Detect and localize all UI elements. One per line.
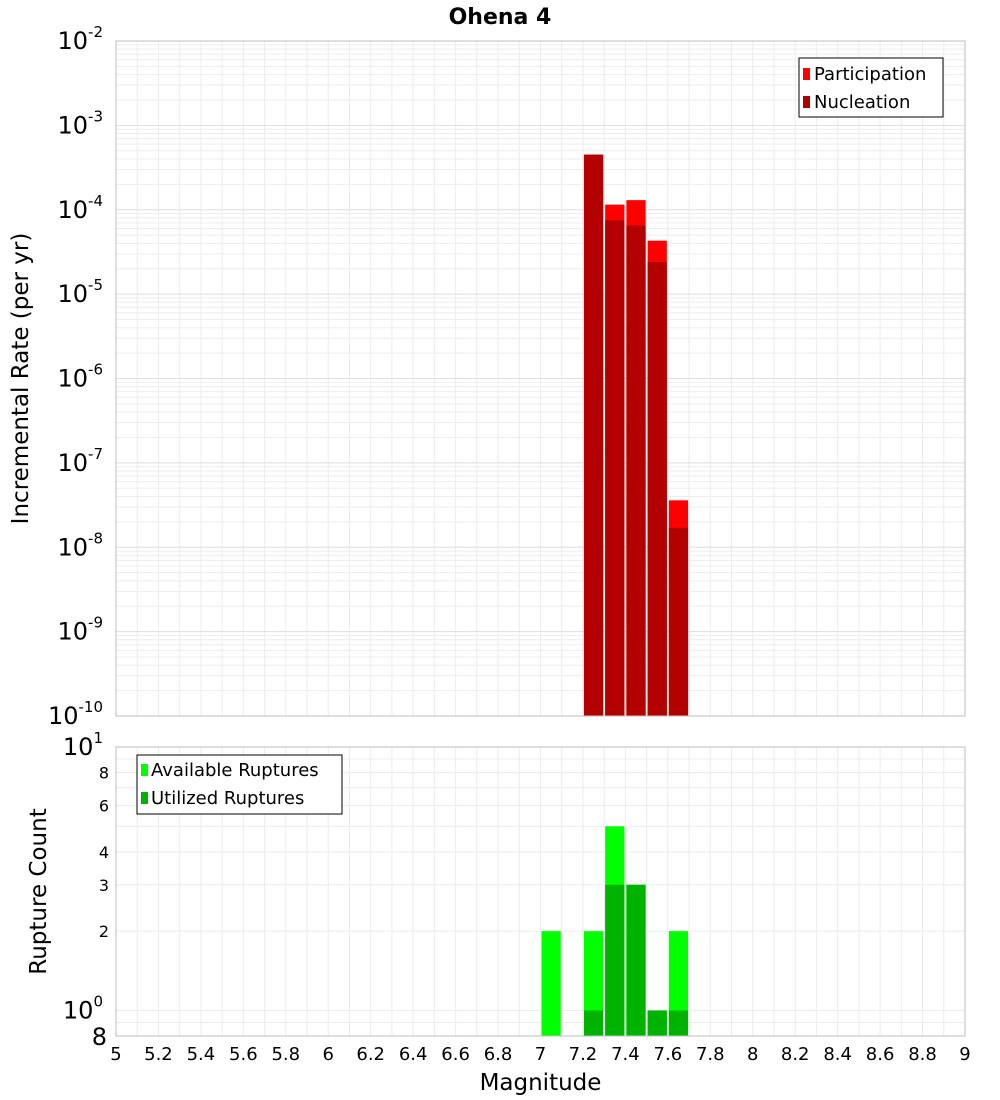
- x-tick-label: 5.8: [271, 1044, 300, 1065]
- x-tick-label: 7.2: [569, 1044, 598, 1065]
- y-tick-base: 10: [57, 618, 88, 646]
- y-tick-label: 10-10: [48, 698, 103, 730]
- legend-label-utilized-ruptures: Utilized Ruptures: [151, 788, 304, 809]
- y-tick-base: 10: [48, 702, 79, 730]
- y-tick-label: 4: [99, 843, 109, 862]
- bar-utilized-ruptures: [583, 1010, 604, 1036]
- y-tick-base: 10: [57, 449, 88, 477]
- x-tick-label: 8.2: [781, 1044, 810, 1065]
- y-tick-exponent: 0: [93, 992, 103, 1010]
- y-tick-label: 3: [99, 876, 109, 895]
- y-tick-base: 10: [57, 111, 88, 139]
- x-tick-label: 7: [535, 1044, 546, 1065]
- bar-nucleation: [626, 225, 646, 716]
- x-tick-label: 6.2: [356, 1044, 385, 1065]
- y-tick-label: 10-8: [57, 529, 103, 561]
- x-tick-label: 7.6: [654, 1044, 683, 1065]
- x-tick-label: 5.6: [229, 1044, 258, 1065]
- top-panel: 10-210-310-410-510-610-710-810-910-10Par…: [48, 23, 966, 730]
- y-tick-base: 10: [57, 27, 88, 55]
- y-tick-base: 10: [57, 280, 88, 308]
- x-tick-label: 5: [110, 1044, 121, 1065]
- bar-utilized-ruptures: [647, 1010, 667, 1036]
- y-tick-label: 2: [99, 922, 109, 941]
- legend-label-nucleation: Nucleation: [814, 92, 910, 113]
- legend-label-available-ruptures: Available Ruptures: [151, 760, 319, 781]
- y-tick-label: 10-4: [57, 192, 103, 224]
- x-tick-label: 6: [323, 1044, 334, 1065]
- y-tick-exponent: -2: [88, 23, 103, 41]
- legend-frame: [798, 57, 944, 118]
- chart-title: Ohena 4: [449, 5, 552, 30]
- x-tick-label: 6.4: [399, 1044, 428, 1065]
- y-tick-exponent: -9: [88, 614, 103, 632]
- x-tick-label: 8: [747, 1044, 758, 1065]
- legend-top: Participation Nucleation: [798, 57, 944, 118]
- bar-utilized-ruptures: [605, 884, 625, 1036]
- y-tick-exponent: -8: [88, 529, 103, 547]
- series-nucleation: [583, 154, 689, 717]
- y-tick-label: 10-2: [57, 23, 103, 55]
- y-tick-label: 6: [99, 796, 109, 815]
- y-tick-label: 8: [92, 1023, 107, 1051]
- y-axis-title-rate: Incremental Rate (per yr): [8, 233, 34, 525]
- y-tick-exponent: -6: [88, 361, 103, 379]
- y-tick-base: 10: [63, 733, 94, 761]
- y-tick-base: 10: [57, 196, 88, 224]
- bar-utilized-ruptures: [668, 1010, 689, 1036]
- x-tick-label: 7.4: [611, 1044, 640, 1065]
- bar-available-ruptures: [668, 931, 689, 1036]
- y-tick-base: 10: [57, 365, 88, 393]
- y-tick-exponent: 1: [93, 729, 103, 747]
- y-tick-label: 8: [99, 764, 109, 783]
- bar-available-ruptures: [583, 931, 604, 1036]
- y-tick-label: 10-9: [57, 614, 103, 646]
- y-tick-label: 10-3: [57, 107, 103, 139]
- x-tick-label: 6.6: [441, 1044, 470, 1065]
- legend-swatch-utilized-ruptures: [141, 792, 148, 804]
- y-tick-exponent: -10: [79, 698, 104, 716]
- legend-swatch-available-ruptures: [141, 764, 148, 776]
- legend-bottom: Available Ruptures Utilized Ruptures: [136, 754, 343, 815]
- legend-swatch-participation: [803, 68, 810, 80]
- bar-nucleation: [647, 262, 667, 716]
- y-tick-label: 101: [63, 729, 103, 761]
- legend-swatch-nucleation: [803, 96, 810, 108]
- y-tick-exponent: -5: [88, 276, 103, 294]
- bar-nucleation: [605, 220, 625, 717]
- y-tick-label: 100: [63, 992, 103, 1024]
- bar-nucleation: [583, 154, 604, 716]
- legend-label-participation: Participation: [814, 64, 926, 85]
- x-tick-label: 7.8: [696, 1044, 725, 1065]
- y-tick-label: 10-6: [57, 361, 103, 393]
- x-tick-label: 8.8: [908, 1044, 937, 1065]
- x-tick-label: 8.6: [866, 1044, 895, 1065]
- bottom-plot-frame: [115, 746, 966, 1037]
- x-axis-title: Magnitude: [480, 1070, 602, 1096]
- x-tick-label: 8.4: [823, 1044, 852, 1065]
- y-tick-base: 10: [57, 533, 88, 561]
- bar-available-ruptures: [541, 931, 561, 1036]
- bar-nucleation: [668, 527, 689, 716]
- y-tick-label: 10-7: [57, 445, 103, 477]
- y-tick-exponent: -7: [88, 445, 103, 463]
- bar-utilized-ruptures: [626, 884, 646, 1036]
- y-tick-exponent: -3: [88, 107, 103, 125]
- series-utilized-ruptures: [583, 884, 689, 1036]
- x-tick-label: 5.4: [187, 1044, 216, 1065]
- y-tick-label: 10-5: [57, 276, 103, 308]
- top-plot-frame: [115, 40, 966, 717]
- x-tick-label: 6.8: [484, 1044, 513, 1065]
- x-tick-label: 9: [959, 1044, 970, 1065]
- y-tick-base: 10: [63, 996, 94, 1024]
- y-axis-title-count: Rupture Count: [26, 808, 52, 974]
- x-tick-label: 5.2: [144, 1044, 173, 1065]
- y-tick-exponent: -4: [88, 192, 103, 210]
- legend-frame: [136, 754, 343, 815]
